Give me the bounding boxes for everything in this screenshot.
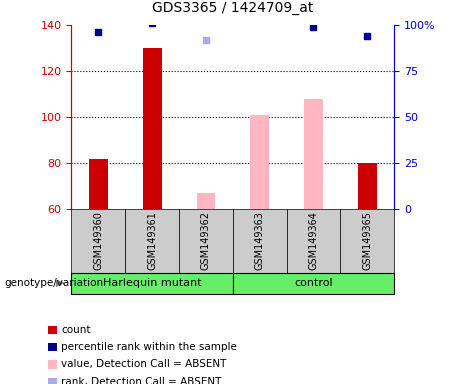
Text: value, Detection Call = ABSENT: value, Detection Call = ABSENT	[61, 359, 227, 369]
Bar	[196, 193, 215, 209]
Text: GSM149364: GSM149364	[308, 212, 319, 270]
Text: percentile rank within the sample: percentile rank within the sample	[61, 342, 237, 352]
Text: GSM149365: GSM149365	[362, 212, 372, 270]
Text: rank, Detection Call = ABSENT: rank, Detection Call = ABSENT	[61, 377, 222, 384]
Bar	[304, 99, 323, 209]
Bar	[358, 163, 377, 209]
Text: genotype/variation: genotype/variation	[5, 278, 104, 288]
Text: GSM149362: GSM149362	[201, 212, 211, 270]
Bar	[250, 115, 269, 209]
Text: count: count	[61, 325, 91, 335]
Text: GSM149360: GSM149360	[93, 212, 103, 270]
Text: GSM149361: GSM149361	[147, 212, 157, 270]
Bar	[89, 159, 108, 209]
Bar	[143, 48, 161, 209]
Text: GSM149363: GSM149363	[254, 212, 265, 270]
Text: Harlequin mutant: Harlequin mutant	[103, 278, 201, 288]
Text: control: control	[294, 278, 333, 288]
Text: GDS3365 / 1424709_at: GDS3365 / 1424709_at	[152, 2, 313, 15]
